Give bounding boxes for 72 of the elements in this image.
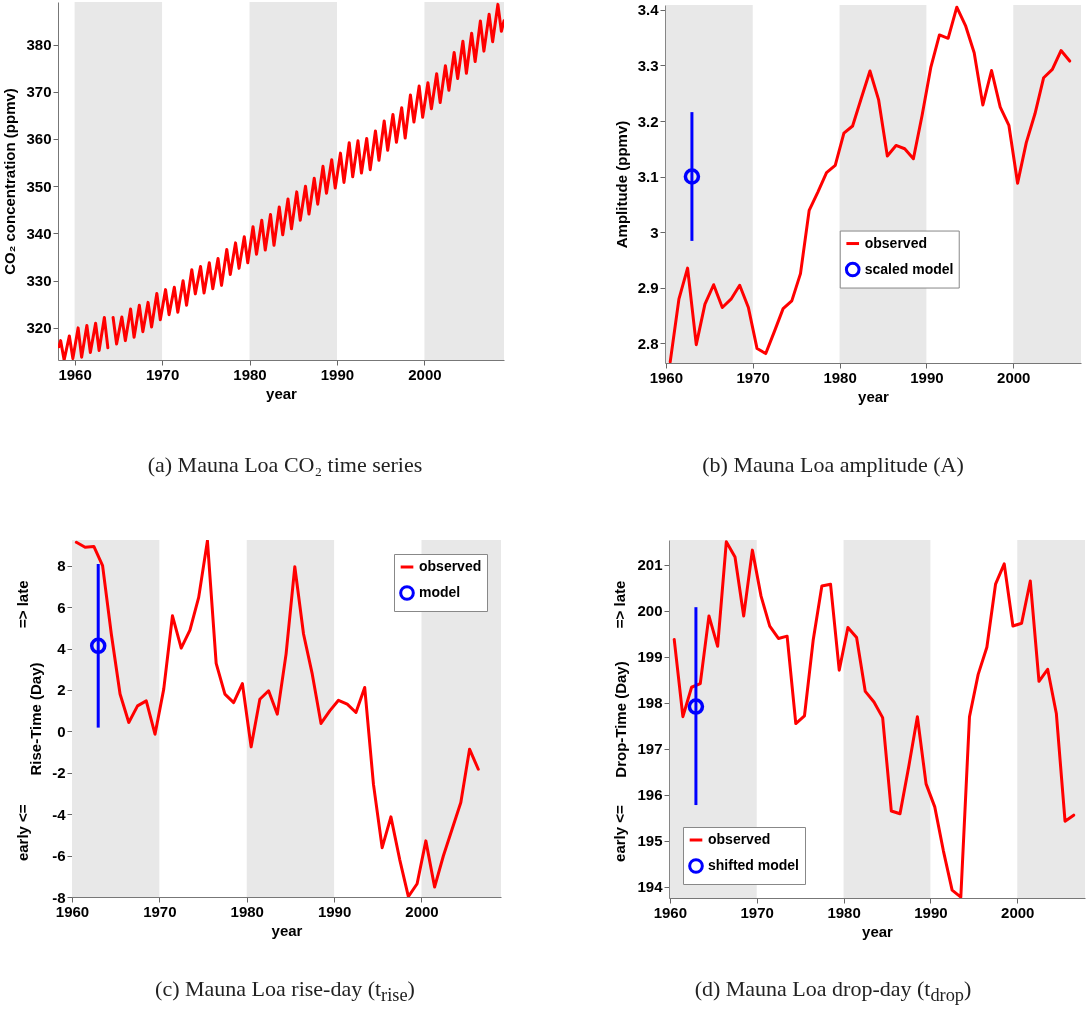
legend-label: observed [419,558,482,574]
y-tick-label: 330 [26,272,52,290]
y-tick-label: -4 [52,805,67,823]
y-tick-label: 3.4 [637,1,660,19]
x-tick-label: 1980 [823,368,857,386]
line-series [74,540,480,897]
y-tick-label: 198 [637,694,663,712]
y-tick-label: 201 [637,556,663,574]
x-tick-label: 1970 [740,903,774,921]
text: (c) Mauna Loa rise-day (t$_{rise}$) [154,976,416,1007]
y-tick-label: 200 [637,602,663,620]
y-tick-label: 370 [26,83,52,101]
y-axis-title: Rise-Time (Day) [27,662,45,776]
x-tick-label: 2000 [997,368,1031,386]
y-tick-label: 2.9 [637,279,659,297]
y-tick-label: 320 [26,319,52,337]
x-tick-label: 1960 [653,903,688,921]
x-tick-label: 1990 [320,365,355,383]
x-axis-title: year [858,387,890,405]
x-axis-title: year [271,921,303,939]
y-tick-label: 195 [637,832,663,850]
y-tick-label: -6 [52,847,66,865]
text: => late [14,580,31,629]
y-tick-label: 6 [57,598,66,616]
x-tick-label: 1960 [58,365,92,383]
x-tick-label: 1980 [230,902,264,920]
x-tick-label: 1970 [736,368,770,386]
x-tick-label: 1990 [914,903,948,921]
y-tick-label: 2 [57,681,66,699]
text: (d) Mauna Loa drop-day (t$_{drop}$) [693,976,973,1007]
x-tick-label: 1970 [143,902,177,920]
text: (b) Mauna Loa amplitude (A) [701,452,965,478]
y-tick-label: -2 [52,764,66,782]
x-tick-label: 1960 [649,368,684,386]
y-tick-label: 2.8 [637,334,659,352]
legend-label: shifted model [708,857,800,873]
y-axis-title: Amplitude (ppmv) [612,120,630,249]
y-axis-title: Drop-Time (Day) [612,661,630,778]
text: => late [611,580,628,629]
y-tick-label: 340 [26,224,52,242]
x-tick-label: 1980 [233,365,267,383]
x-tick-label: 1980 [827,903,861,921]
text: (a) Mauna Loa CO₂ time series [146,452,424,478]
y-tick-label: 8 [57,557,66,575]
y-tick-label: 199 [637,648,663,666]
x-tick-label: 2000 [1001,903,1035,921]
text: early <= [14,804,31,862]
x-tick-label: 1990 [910,368,944,386]
y-tick-label: 360 [26,130,52,148]
y-tick-label: 0 [57,722,66,740]
y-tick-label: 380 [26,36,52,54]
y-axis-title: CO₂ concentration (ppmv) [1,88,19,275]
y-tick-label: 3.2 [637,112,659,130]
y-tick-label: 3.3 [637,57,659,74]
y-tick-label: 350 [26,177,52,195]
y-tick-label: 3.1 [637,168,659,186]
x-axis-title: year [862,922,894,940]
y-tick-label: 196 [637,786,663,804]
text: early <= [611,804,628,862]
x-tick-label: 2000 [408,365,442,383]
x-tick-label: 1970 [145,365,180,383]
x-tick-label: 1990 [317,902,352,920]
legend-label: model [419,584,461,600]
y-tick-label: 3 [650,223,659,241]
y-tick-label: 197 [637,740,663,758]
y-tick-label: 4 [57,640,67,658]
y-tick-label: 194 [637,878,664,896]
legend-label: observed [864,234,927,251]
x-axis-title: year [266,384,298,402]
legend-label: scaled model [864,260,954,277]
legend-label: observed [708,831,771,847]
x-tick-label: 2000 [405,902,439,920]
